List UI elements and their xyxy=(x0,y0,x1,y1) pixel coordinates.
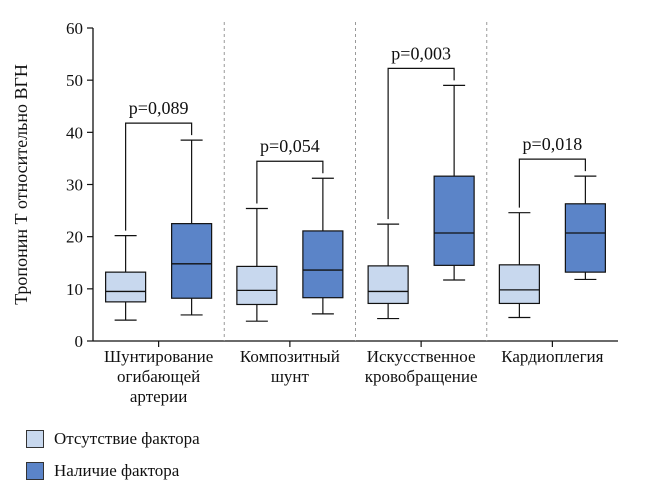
x-tick-label: шунт xyxy=(271,367,310,386)
x-tick-label: Искусственное xyxy=(367,347,476,366)
significance-bracket xyxy=(387,67,455,220)
legend: Отсутствие фактора Наличие фактора xyxy=(26,426,200,490)
significance-bracket xyxy=(256,160,324,204)
x-tick-label: Шунтирование xyxy=(104,347,213,366)
legend-label-present: Наличие фактора xyxy=(54,461,180,480)
box-present xyxy=(171,223,213,299)
box-present xyxy=(302,230,344,299)
box-present xyxy=(433,175,475,266)
x-tick-label: артерии xyxy=(130,387,188,406)
p-value-label: p=0,018 xyxy=(523,134,583,154)
p-value-label: p=0,054 xyxy=(260,136,320,156)
x-tick-label: Кардиоплегия xyxy=(501,347,603,366)
legend-item-absent: Отсутствие фактора xyxy=(26,426,200,452)
y-tick-label: 40 xyxy=(66,123,83,142)
p-value-label: p=0,089 xyxy=(129,98,189,118)
box-absent xyxy=(367,265,409,305)
y-tick-label: 60 xyxy=(66,19,83,38)
x-tick-label: огибающей xyxy=(117,367,200,386)
legend-swatch-absent xyxy=(26,430,44,448)
x-tick-label: Композитный xyxy=(240,347,340,366)
box-absent xyxy=(105,271,147,303)
y-tick-label: 0 xyxy=(75,332,84,351)
significance-bracket xyxy=(125,122,193,231)
box-absent xyxy=(236,265,278,306)
y-tick-label: 20 xyxy=(66,228,83,247)
p-value-label: p=0,003 xyxy=(391,43,451,63)
legend-swatch-present xyxy=(26,462,44,480)
x-tick-label: кровобращение xyxy=(365,367,478,386)
y-tick-label: 30 xyxy=(66,176,83,195)
y-tick-label: 50 xyxy=(66,71,83,90)
significance-bracket xyxy=(518,158,586,208)
box-present xyxy=(564,203,606,273)
legend-item-present: Наличие фактора xyxy=(26,458,200,484)
legend-label-absent: Отсутствие фактора xyxy=(54,429,200,448)
y-axis-title: Тропонин Т относительно ВГН xyxy=(11,64,31,305)
y-tick-label: 10 xyxy=(66,280,83,299)
box-absent xyxy=(498,264,540,305)
